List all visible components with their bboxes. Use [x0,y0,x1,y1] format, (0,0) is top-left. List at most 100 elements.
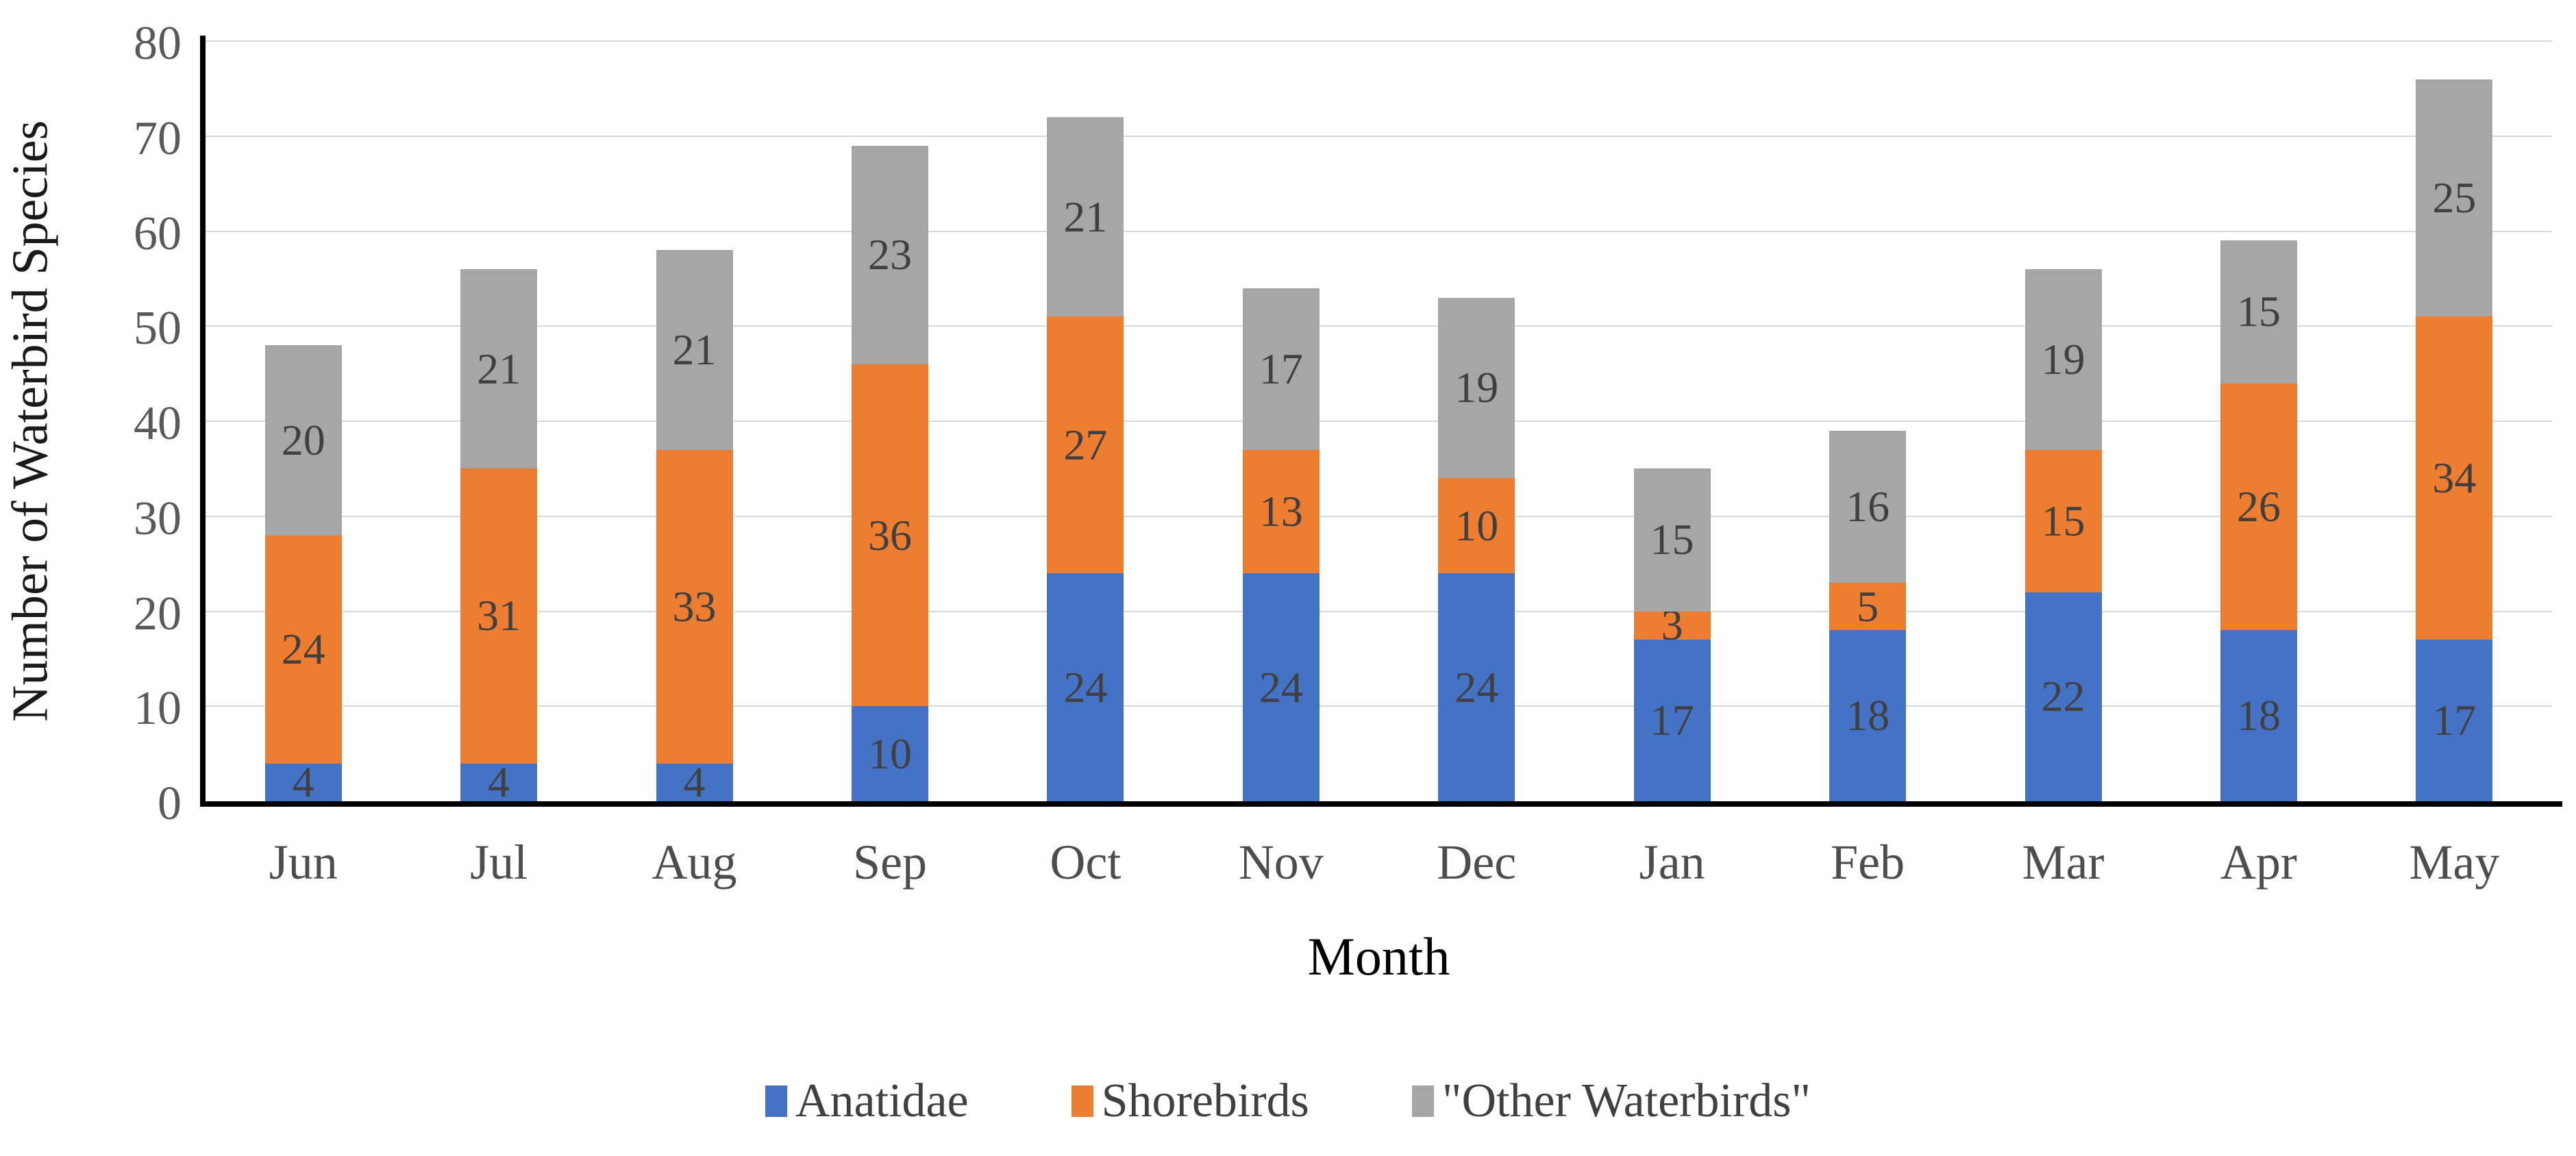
bar-value-label: 15 [1650,515,1694,564]
y-tick-label: 0 [158,777,182,830]
bar-segment: 22 [2024,592,2102,801]
bar-slot-may: 17 34 25 [2357,41,2552,801]
bar-segment: 24 [264,535,342,764]
shorebirds-swatch-icon [1071,1085,1093,1117]
bar-value-label: 4 [292,757,314,807]
gridline [206,135,2552,137]
y-tick-label: 70 [134,112,182,165]
bar-value-label: 18 [1846,691,1890,740]
bar-segment: 4 [264,757,342,806]
bar-slot-mar: 22 15 19 [1966,41,2161,801]
bar-slot-jul: 4 31 21 [401,41,596,806]
bar-slot-dec: 24 10 19 [1379,41,1574,801]
stacked-bar-may: 17 34 25 [2416,79,2493,801]
plot-area: 4 24 20 4 31 21 4 33 21 10 36 23 24 27 21 24 13 17 24 10 19 1… [206,40,2552,806]
x-tick-label: Apr [2220,835,2297,890]
bar-value-label: 10 [1454,501,1499,550]
legend-label: "Other Waterbirds" [1441,1075,1811,1127]
bar-value-label: 4 [488,757,510,807]
bar-segment: 21 [460,269,538,469]
bar-slot-feb: 18 5 16 [1770,41,1965,801]
legend-item-anatidae: Anatidae [765,1074,969,1129]
legend-item-shorebirds: Shorebirds [1071,1074,1309,1129]
bar-slot-oct: 24 27 21 [988,41,1183,801]
stacked-bar-jun: 4 24 20 [264,345,342,806]
x-tick-labels: Jun Jul Aug Sep Oct Nov Dec Jan Feb Mar Apr May [206,834,2552,891]
x-tick-label: Oct [1050,835,1122,890]
anatidae-swatch-icon [765,1085,787,1117]
bar-segment: 18 [1829,630,1907,801]
y-tick-label: 30 [134,492,182,545]
stacked-bar-oct: 24 27 21 [1047,117,1124,801]
y-tick-label: 20 [134,587,182,640]
bar-value-label: 34 [2432,453,2477,503]
bar-slot-aug: 4 33 21 [597,41,792,806]
x-tick-label: Aug [652,835,737,890]
bar-segment: 27 [1047,316,1124,573]
stacked-bar-nov: 24 13 17 [1242,288,1320,801]
bar-value-label: 33 [672,581,717,631]
bar-value-label: 31 [477,591,521,640]
bar-value-label: 21 [1063,192,1108,241]
stacked-bar-jan: 17 3 15 [1633,468,1711,801]
stacked-bar-jul: 4 31 21 [460,269,538,806]
x-axis-line [200,801,2562,807]
y-axis-line [200,36,206,807]
stacked-bar-sep: 10 36 23 [851,145,928,801]
bar-segment: 36 [851,364,928,707]
bar-segment: 19 [1438,297,1515,479]
x-tick-label: Mar [2022,835,2105,890]
bar-segment: 10 [851,706,928,801]
stacked-bar-feb: 18 5 16 [1829,430,1907,801]
bar-value-label: 26 [2236,481,2281,531]
bar-segment: 23 [851,145,928,364]
bar-segment: 4 [460,757,538,806]
bar-segment: 20 [264,345,342,536]
x-tick-label: Jan [1639,835,1705,890]
bar-segment: 34 [2416,316,2493,640]
bar-segment: 15 [1633,468,1711,612]
bar-segment: 16 [1829,430,1907,583]
x-tick-label: Jun [269,835,338,890]
x-axis-title: Month [1307,927,1450,986]
legend-label: Anatidae [795,1075,969,1127]
gridline [206,325,2552,327]
bar-value-label: 5 [1857,581,1879,631]
bar-slot-apr: 18 26 15 [2161,41,2356,801]
gridline [206,705,2552,707]
y-tick-label: 40 [134,397,182,450]
bar-value-label: 15 [2236,287,2281,336]
gridline [206,40,2552,42]
bar-value-label: 24 [281,625,325,673]
bar-value-label: 21 [477,344,521,393]
bar-value-label: 18 [2236,691,2281,740]
bar-slot-jan: 17 3 15 [1574,41,1770,801]
legend-item-other-waterbirds: "Other Waterbirds" [1411,1074,1811,1129]
bar-value-label: 24 [1454,662,1499,712]
bar-value-label: 22 [2041,672,2085,721]
bar-value-label: 25 [2432,173,2477,222]
bar-segment: 21 [656,250,733,450]
stacked-bar-aug: 4 33 21 [656,250,733,806]
stacked-bar-mar: 22 15 19 [2024,269,2102,801]
x-tick-label: Jul [470,835,528,890]
bar-value-label: 24 [1063,662,1108,712]
legend: Anatidae Shorebirds "Other Waterbirds" [0,1074,2576,1129]
bar-value-label: 27 [1063,420,1108,469]
bar-slot-nov: 24 13 17 [1183,41,1378,801]
stacked-bar-dec: 24 10 19 [1438,297,1515,801]
bar-segment: 15 [2024,449,2102,592]
y-tick-label: 80 [134,17,182,70]
bar-value-label: 16 [1846,481,1890,531]
bar-value-label: 19 [2041,334,2085,384]
bar-segment: 5 [1829,581,1907,631]
stacked-bar-apr: 18 26 15 [2220,240,2297,801]
bar-segment: 21 [1047,117,1124,317]
bar-segment: 18 [2220,630,2297,801]
bar-value-label: 21 [672,325,717,374]
bar-segment: 17 [1242,288,1320,450]
x-tick-label: Nov [1238,835,1324,890]
bar-segment: 31 [460,468,538,764]
bar-segment: 4 [656,757,733,806]
